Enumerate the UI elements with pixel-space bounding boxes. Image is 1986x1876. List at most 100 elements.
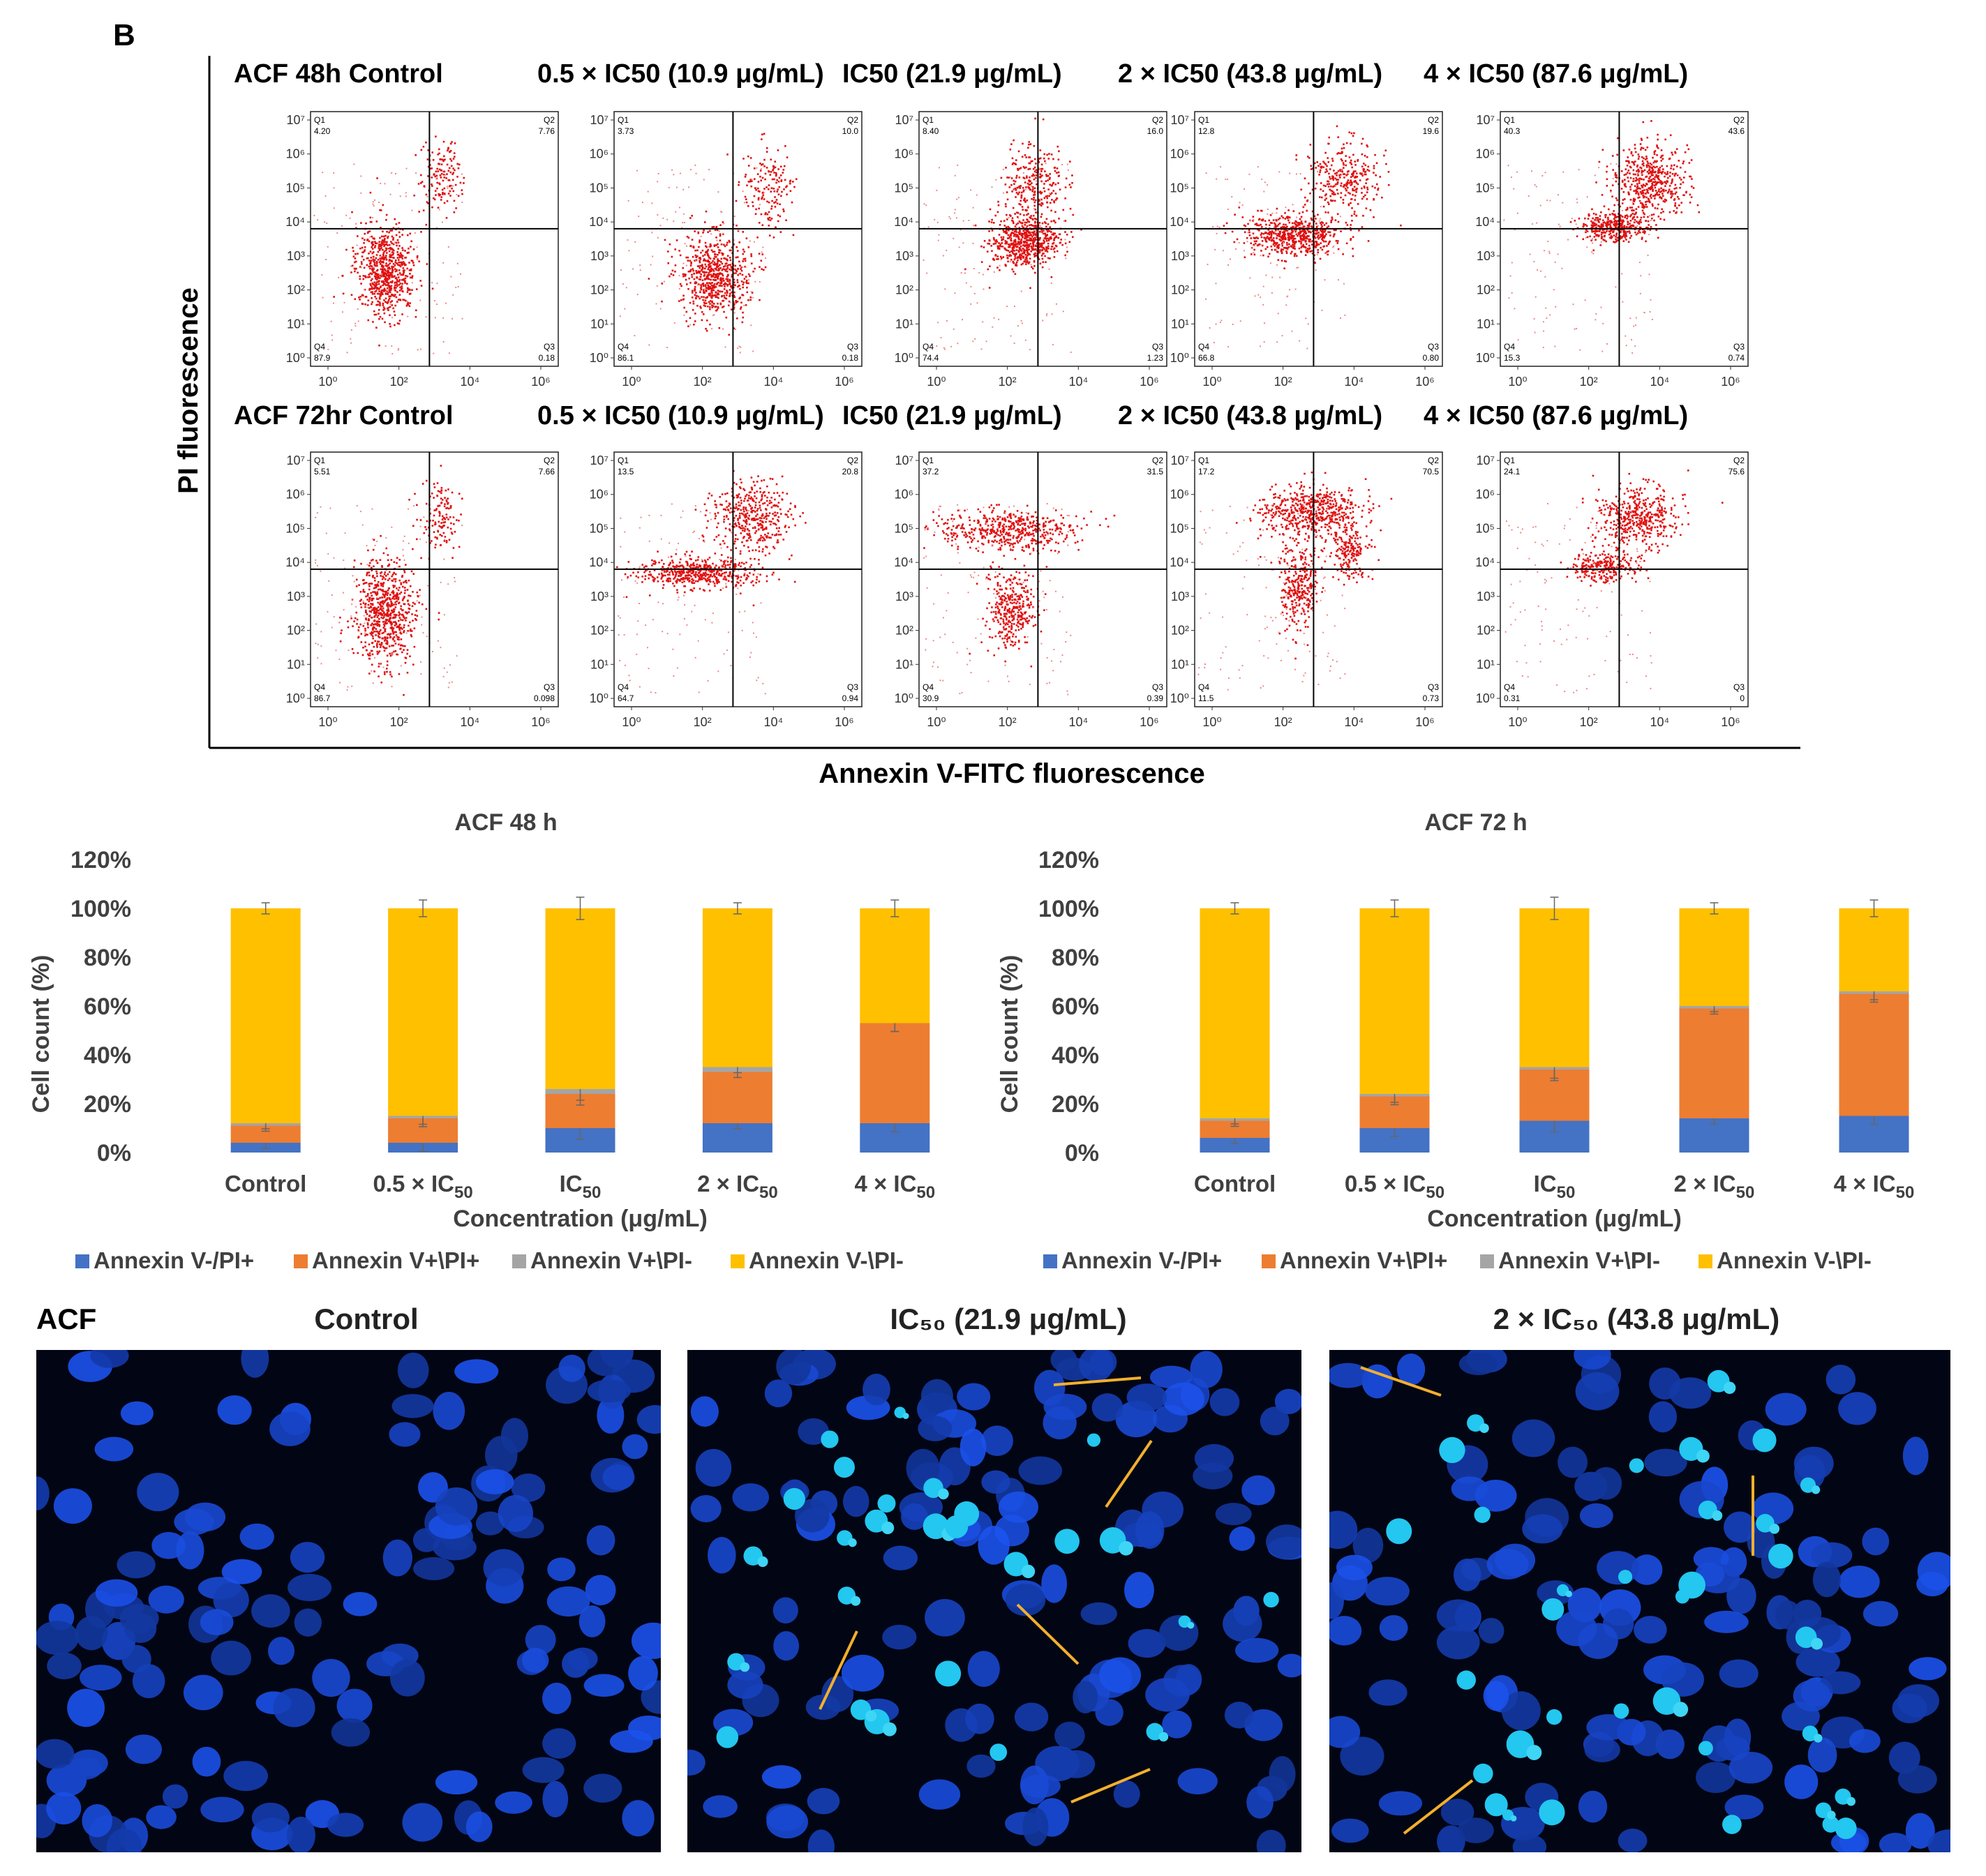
y-tick-label: 10⁴ bbox=[1170, 555, 1189, 569]
q1-value: 12.8 bbox=[1198, 126, 1215, 136]
flow-cytometry-section: ACF 48h ControlQ14.20Q27.76Q487.9Q30.181… bbox=[208, 56, 1800, 749]
category-label-sub: 50 bbox=[454, 1183, 473, 1202]
q3-label: Q3 bbox=[544, 682, 555, 692]
q3-label: Q3 bbox=[847, 682, 858, 692]
category-label-sub: 50 bbox=[1896, 1183, 1915, 1202]
legend-label: Annexin V-\PI- bbox=[749, 1247, 904, 1273]
q4-label: Q4 bbox=[1504, 342, 1515, 352]
category-label-sub: 50 bbox=[1557, 1183, 1576, 1202]
category-label: 0.5 × IC50 bbox=[373, 1171, 473, 1202]
flow-plot-frame bbox=[310, 111, 559, 367]
y-tick-label: 10⁰ bbox=[590, 351, 609, 365]
micrograph-title: Control bbox=[314, 1303, 418, 1335]
x-tick-label: 10⁴ bbox=[1068, 715, 1088, 729]
q4-label: Q4 bbox=[1198, 682, 1209, 692]
flow-plot-title: 0.5 × IC50 (10.9 μg/mL) bbox=[537, 59, 824, 89]
x-tick-label: 10⁴ bbox=[1650, 715, 1669, 729]
y-tick-label: 10⁷ bbox=[1476, 453, 1495, 467]
q2-label: Q2 bbox=[1428, 456, 1439, 465]
y-tick-label: 10⁰ bbox=[1476, 691, 1495, 705]
y-tick-label: 10⁵ bbox=[1476, 181, 1495, 195]
flow-plot-frame bbox=[918, 451, 1167, 707]
bar-segment bbox=[1359, 908, 1430, 1094]
y-tick-label: 10⁵ bbox=[590, 521, 609, 535]
q4-label: Q4 bbox=[618, 342, 629, 352]
q1-label: Q1 bbox=[923, 115, 934, 125]
q1-label: Q1 bbox=[314, 115, 325, 125]
flow-plot-title: ACF 48h Control bbox=[234, 59, 443, 89]
q2-value: 10.0 bbox=[842, 126, 859, 136]
category-label-sub: 50 bbox=[759, 1183, 778, 1202]
x-tick-label: 10⁶ bbox=[531, 375, 550, 389]
bar-segment bbox=[860, 1023, 930, 1123]
q2-value: 20.8 bbox=[842, 467, 859, 476]
y-tick-label: 10⁶ bbox=[590, 488, 609, 502]
q1-label: Q1 bbox=[618, 456, 629, 465]
flow-plot-events bbox=[1197, 471, 1393, 691]
category-label-main: Control bbox=[225, 1171, 306, 1196]
y-tick-label: 10⁰ bbox=[286, 351, 305, 365]
q2-value: 7.66 bbox=[539, 467, 555, 476]
q4-value: 64.7 bbox=[618, 693, 634, 703]
micrograph-title: 2 × IC₅₀ (43.8 μg/mL) bbox=[1493, 1303, 1779, 1335]
flow-plot: 0.5 × IC50 (10.9 μg/mL)Q13.73Q210.0Q486.… bbox=[537, 59, 863, 389]
pointer-line bbox=[1070, 1768, 1151, 1803]
y-tick-label: 10² bbox=[1477, 624, 1495, 638]
bar-segment bbox=[702, 908, 772, 1067]
y-tick-label: 10⁴ bbox=[1170, 215, 1189, 229]
y-tick-label: 10⁵ bbox=[895, 181, 913, 195]
bar-segment bbox=[1839, 993, 1909, 1116]
q2-value: 31.5 bbox=[1147, 467, 1164, 476]
legend-swatch bbox=[731, 1254, 745, 1268]
flow-plot-title: 4 × IC50 (87.6 μg/mL) bbox=[1424, 401, 1688, 430]
x-tick-label: 10⁶ bbox=[1140, 715, 1158, 729]
category-label-main: 0.5 × IC bbox=[1345, 1171, 1426, 1196]
bar-segment bbox=[860, 908, 930, 1023]
q4-label: Q4 bbox=[1198, 342, 1209, 352]
q4-value: 30.9 bbox=[923, 693, 939, 703]
category-label-main: 2 × IC bbox=[1674, 1171, 1736, 1196]
q4-value: 11.5 bbox=[1198, 693, 1214, 703]
legend-label: Annexin V+\PI+ bbox=[1280, 1247, 1447, 1273]
q4-label: Q4 bbox=[314, 342, 325, 352]
x-tick-label: 10² bbox=[1580, 715, 1598, 729]
panel-label: B bbox=[113, 18, 135, 52]
pointer-line bbox=[1360, 1366, 1442, 1397]
y-tick-label: 10⁰ bbox=[895, 691, 913, 705]
flow-plot-frame bbox=[310, 451, 559, 707]
y-tick-label: 10⁵ bbox=[286, 521, 305, 535]
y-tick-label: 10³ bbox=[1477, 590, 1495, 603]
y-tick-label: 10⁷ bbox=[895, 113, 913, 127]
q3-value: 0.74 bbox=[1729, 353, 1745, 363]
category-label-main: Control bbox=[1194, 1171, 1276, 1196]
legend-swatch bbox=[1698, 1254, 1712, 1268]
y-tick-label: 10⁵ bbox=[590, 181, 609, 195]
flow-plot-events bbox=[313, 135, 465, 355]
x-tick-label: 10⁰ bbox=[927, 715, 946, 729]
y-tick-label: 10¹ bbox=[590, 317, 609, 331]
x-tick-label: 10⁶ bbox=[531, 715, 550, 729]
pointer-line bbox=[819, 1630, 858, 1710]
micrograph-panel: 2 × IC₅₀ (43.8 μg/mL) bbox=[1329, 1303, 1950, 1852]
category-label-main: IC bbox=[560, 1171, 583, 1196]
bar-segment bbox=[545, 908, 615, 1089]
chart-y-tick-label: 80% bbox=[84, 945, 131, 971]
flow-plot: 2 × IC50 (43.8 μg/mL)Q112.8Q219.6Q466.8Q… bbox=[1118, 59, 1443, 389]
y-tick-label: 10² bbox=[590, 624, 609, 638]
q1-label: Q1 bbox=[1504, 456, 1515, 465]
x-tick-label: 10² bbox=[694, 715, 712, 729]
x-tick-label: 10⁴ bbox=[460, 715, 479, 729]
y-tick-label: 10⁴ bbox=[1475, 215, 1495, 229]
category-label: 2 × IC50 bbox=[1674, 1171, 1755, 1202]
legend-label: Annexin V+\PI- bbox=[530, 1247, 692, 1273]
q1-label: Q1 bbox=[923, 456, 934, 465]
pointer-line bbox=[1016, 1603, 1080, 1665]
flow-plot-frame bbox=[1194, 451, 1443, 707]
x-tick-label: 10² bbox=[694, 375, 712, 389]
y-tick-label: 10⁷ bbox=[1170, 453, 1189, 467]
flow-y-axis-title: PI fluorescence bbox=[173, 287, 204, 494]
q2-value: 43.6 bbox=[1729, 126, 1745, 136]
x-tick-label: 10⁰ bbox=[318, 715, 337, 729]
y-tick-label: 10⁶ bbox=[286, 488, 305, 502]
y-tick-label: 10¹ bbox=[1171, 657, 1189, 671]
